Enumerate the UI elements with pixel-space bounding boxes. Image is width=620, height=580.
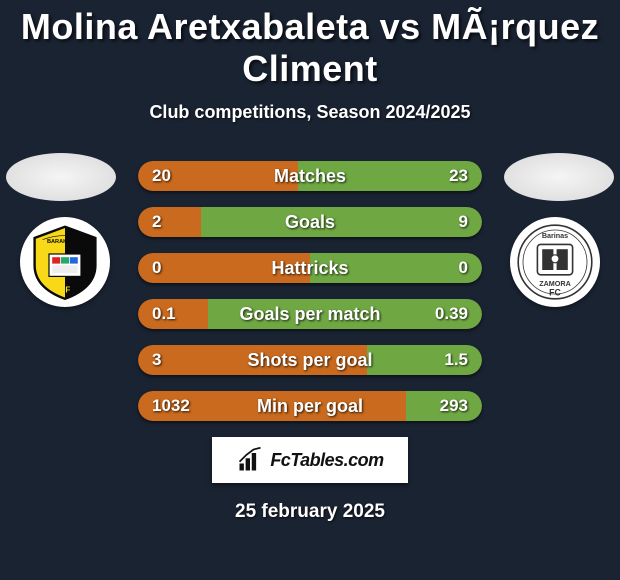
page-title: Molina Aretxabaleta vs MÃ¡rquez Climent (0, 0, 620, 90)
stat-label: Goals per match (138, 299, 482, 329)
club-badge-left: BARAKALDO CF (20, 217, 110, 307)
stat-row: 00Hattricks (138, 253, 482, 283)
comparison-panel: BARAKALDO CF Barinas ZAMORA FC 2023Match… (0, 161, 620, 523)
stat-row: 0.10.39Goals per match (138, 299, 482, 329)
shield-icon: BARAKALDO CF (25, 222, 105, 302)
stats-list: 2023Matches 29Goals 00Hattricks 0.10.39Goal… (138, 161, 482, 421)
stat-row: 29Goals (138, 207, 482, 237)
svg-text:ZAMORA: ZAMORA (539, 279, 571, 288)
stat-row: 1032293Min per goal (138, 391, 482, 421)
club-badge-right: Barinas ZAMORA FC (510, 217, 600, 307)
player-photo-left (6, 153, 116, 201)
svg-text:Barinas: Barinas (542, 231, 568, 240)
stat-row: 31.5Shots per goal (138, 345, 482, 375)
svg-text:BARAKALDO: BARAKALDO (47, 239, 84, 245)
player-photo-right (504, 153, 614, 201)
svg-text:FC: FC (549, 288, 561, 298)
stat-label: Matches (138, 161, 482, 191)
svg-text:CF: CF (60, 285, 71, 294)
watermark: FcTables.com (212, 437, 408, 483)
subtitle: Club competitions, Season 2024/2025 (0, 102, 620, 123)
stat-label: Min per goal (138, 391, 482, 421)
stat-label: Hattricks (138, 253, 482, 283)
stat-row: 2023Matches (138, 161, 482, 191)
watermark-text: FcTables.com (270, 450, 383, 471)
stat-label: Shots per goal (138, 345, 482, 375)
stat-label: Goals (138, 207, 482, 237)
shield-icon: Barinas ZAMORA FC (515, 222, 595, 302)
date-label: 25 february 2025 (0, 501, 620, 523)
chart-icon (236, 446, 264, 474)
